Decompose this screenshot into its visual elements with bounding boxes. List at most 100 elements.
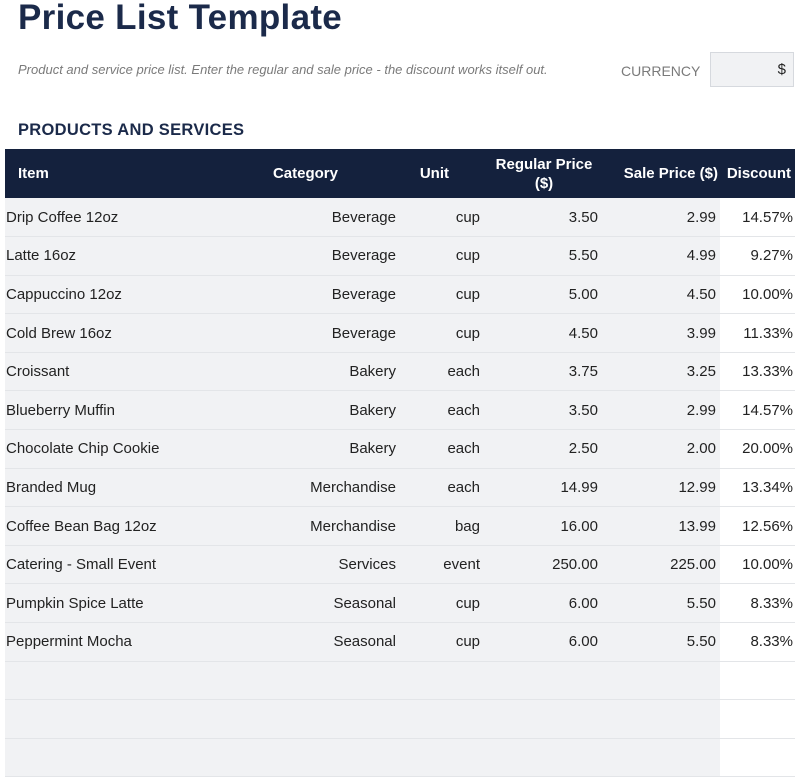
item-cell[interactable]	[5, 699, 240, 739]
sale-price-cell[interactable]: 5.50	[602, 622, 720, 662]
header-category[interactable]: Category	[240, 149, 400, 198]
item-cell[interactable]: Croissant	[5, 352, 240, 392]
sale-price-cell[interactable]	[602, 661, 720, 701]
regular-price-cell[interactable]	[484, 738, 602, 778]
unit-cell[interactable]: event	[400, 545, 484, 585]
discount-cell: 14.57%	[720, 198, 795, 238]
regular-price-cell[interactable]: 3.75	[484, 352, 602, 392]
regular-price-cell[interactable]: 3.50	[484, 390, 602, 431]
sale-price-cell[interactable]: 4.50	[602, 275, 720, 315]
category-cell[interactable]: Beverage	[240, 236, 400, 276]
category-cell[interactable]: Bakery	[240, 352, 400, 392]
currency-input[interactable]	[710, 52, 794, 87]
sale-price-cell[interactable]: 2.99	[602, 390, 720, 431]
item-cell[interactable]: Cappuccino 12oz	[5, 275, 240, 315]
sale-price-cell[interactable]: 2.00	[602, 429, 720, 469]
category-cell[interactable]: Bakery	[240, 390, 400, 431]
item-cell[interactable]: Cold Brew 16oz	[5, 313, 240, 353]
unit-cell[interactable]: cup	[400, 275, 484, 315]
unit-cell[interactable]: cup	[400, 583, 484, 624]
item-cell[interactable]: Blueberry Muffin	[5, 390, 240, 431]
item-cell[interactable]: Coffee Bean Bag 12oz	[5, 506, 240, 546]
regular-price-cell[interactable]: 4.50	[484, 313, 602, 353]
sale-price-cell[interactable]: 2.99	[602, 198, 720, 238]
page-title: Price List Template	[18, 0, 343, 37]
unit-cell[interactable]: cup	[400, 198, 484, 238]
unit-cell[interactable]: each	[400, 468, 484, 508]
discount-cell: 8.33%	[720, 622, 795, 662]
header-row: Item Category Unit Regular Price ($) Sal…	[5, 149, 795, 198]
header-sale-price[interactable]: Sale Price ($)	[602, 149, 720, 198]
unit-cell[interactable]	[400, 738, 484, 778]
table-row: Cold Brew 16oz Beverage cup 4.50 3.99 11.33%	[5, 313, 795, 353]
regular-price-cell[interactable]	[484, 699, 602, 739]
item-cell[interactable]: Catering - Small Event	[5, 545, 240, 585]
table-row	[5, 699, 795, 739]
regular-price-cell[interactable]: 250.00	[484, 545, 602, 585]
table-row: Peppermint Mocha Seasonal cup 6.00 5.50 8.33%	[5, 622, 795, 662]
unit-cell[interactable]: each	[400, 352, 484, 392]
unit-cell[interactable]: cup	[400, 313, 484, 353]
category-cell[interactable]: Merchandise	[240, 468, 400, 508]
regular-price-cell[interactable]: 14.99	[484, 468, 602, 508]
item-cell[interactable]: Chocolate Chip Cookie	[5, 429, 240, 469]
category-cell[interactable]: Beverage	[240, 275, 400, 315]
sale-price-cell[interactable]	[602, 738, 720, 778]
section-heading: PRODUCTS AND SERVICES	[18, 121, 245, 139]
item-cell[interactable]: Pumpkin Spice Latte	[5, 583, 240, 624]
sale-price-cell[interactable]: 3.25	[602, 352, 720, 392]
item-cell[interactable]	[5, 738, 240, 778]
discount-cell: 11.33%	[720, 313, 795, 353]
unit-cell[interactable]: each	[400, 429, 484, 469]
regular-price-cell[interactable]: 6.00	[484, 622, 602, 662]
discount-cell: 14.57%	[720, 390, 795, 431]
regular-price-cell[interactable]: 2.50	[484, 429, 602, 469]
header-item[interactable]: Item	[5, 149, 240, 198]
currency-label: CURRENCY	[621, 63, 701, 79]
regular-price-cell[interactable]: 6.00	[484, 583, 602, 624]
regular-price-cell[interactable]: 3.50	[484, 198, 602, 238]
item-cell[interactable]: Peppermint Mocha	[5, 622, 240, 662]
unit-cell[interactable]: bag	[400, 506, 484, 546]
sale-price-cell[interactable]: 225.00	[602, 545, 720, 585]
sale-price-cell[interactable]: 13.99	[602, 506, 720, 546]
category-cell[interactable]: Bakery	[240, 429, 400, 469]
table-row	[5, 661, 795, 701]
unit-cell[interactable]	[400, 699, 484, 739]
item-cell[interactable]	[5, 661, 240, 701]
regular-price-cell[interactable]: 16.00	[484, 506, 602, 546]
unit-cell[interactable]: cup	[400, 622, 484, 662]
unit-cell[interactable]: each	[400, 390, 484, 431]
category-cell[interactable]: Services	[240, 545, 400, 585]
item-cell[interactable]: Latte 16oz	[5, 236, 240, 276]
category-cell[interactable]	[240, 661, 400, 701]
item-cell[interactable]: Drip Coffee 12oz	[5, 198, 240, 238]
regular-price-cell[interactable]: 5.00	[484, 275, 602, 315]
table-row: Chocolate Chip Cookie Bakery each 2.50 2.00 2…	[5, 429, 795, 469]
price-list-table: Item Category Unit Regular Price ($) Sal…	[5, 149, 795, 778]
regular-price-cell[interactable]: 5.50	[484, 236, 602, 276]
sale-price-cell[interactable]: 3.99	[602, 313, 720, 353]
category-cell[interactable]: Beverage	[240, 313, 400, 353]
category-cell[interactable]: Beverage	[240, 198, 400, 238]
category-cell[interactable]	[240, 738, 400, 778]
sale-price-cell[interactable]: 12.99	[602, 468, 720, 508]
table-row: Cappuccino 12oz Beverage cup 5.00 4.50 10.00%	[5, 275, 795, 315]
header-unit[interactable]: Unit	[400, 149, 484, 198]
category-cell[interactable]: Seasonal	[240, 583, 400, 624]
category-cell[interactable]	[240, 699, 400, 739]
sale-price-cell[interactable]: 4.99	[602, 236, 720, 276]
table-header: Item Category Unit Regular Price ($) Sal…	[5, 149, 795, 198]
table-row: Catering - Small Event Services event 250.0…	[5, 545, 795, 585]
header-regular-price[interactable]: Regular Price ($)	[484, 149, 602, 198]
sale-price-cell[interactable]: 5.50	[602, 583, 720, 624]
category-cell[interactable]: Seasonal	[240, 622, 400, 662]
regular-price-cell[interactable]	[484, 661, 602, 701]
header-discount[interactable]: Discount	[720, 149, 795, 198]
unit-cell[interactable]: cup	[400, 236, 484, 276]
discount-cell: 13.33%	[720, 352, 795, 392]
item-cell[interactable]: Branded Mug	[5, 468, 240, 508]
sale-price-cell[interactable]	[602, 699, 720, 739]
category-cell[interactable]: Merchandise	[240, 506, 400, 546]
unit-cell[interactable]	[400, 661, 484, 701]
